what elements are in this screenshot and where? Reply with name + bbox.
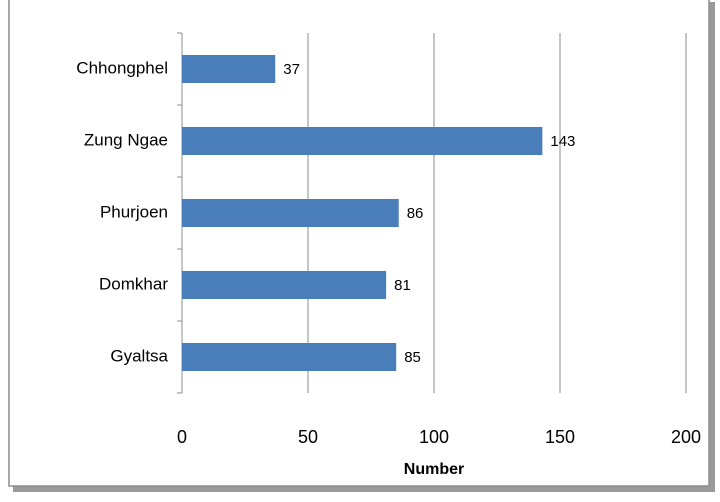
x-tick-label: 200 (671, 427, 701, 447)
bar (182, 271, 387, 299)
x-axis-title: Number (404, 461, 464, 478)
y-tick-label: Phurjoen (100, 202, 168, 221)
x-tick-label: 50 (298, 427, 318, 447)
bar (182, 55, 276, 83)
bar (182, 343, 397, 371)
x-tick-label: 0 (177, 427, 187, 447)
data-label: 81 (394, 277, 411, 294)
data-label: 143 (550, 133, 575, 150)
y-tick-label: Chhongphel (76, 58, 168, 77)
bar (182, 199, 399, 227)
data-label: 37 (283, 61, 300, 78)
x-tick-label: 150 (545, 427, 575, 447)
y-tick-label: Domkhar (99, 274, 168, 293)
y-tick-label: Zung Ngae (84, 130, 168, 149)
bar (182, 127, 543, 155)
frame (8, 0, 710, 487)
x-tick-label: 100 (419, 427, 449, 447)
data-label: 85 (404, 349, 421, 366)
y-tick-label: Gyaltsa (110, 346, 168, 365)
data-label: 86 (407, 205, 424, 222)
